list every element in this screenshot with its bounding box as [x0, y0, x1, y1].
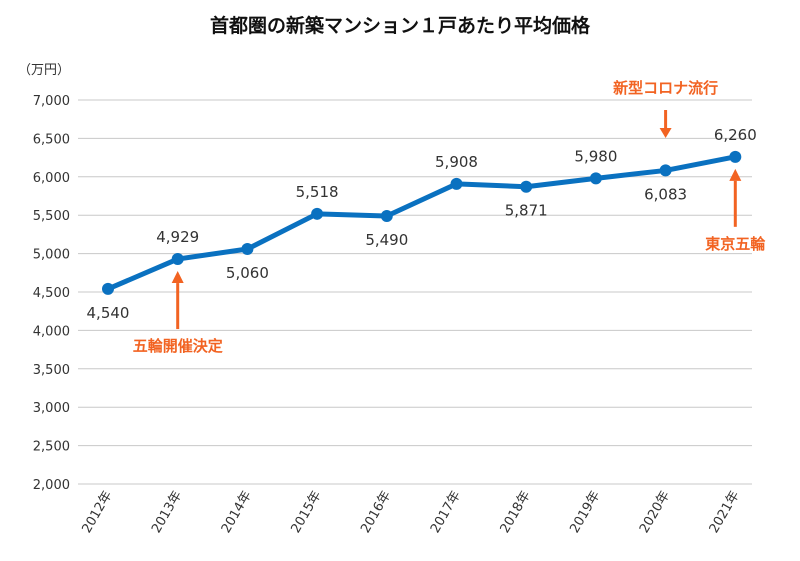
data-label: 5,490: [365, 231, 408, 249]
y-tick-label: 4,000: [33, 324, 70, 339]
data-label: 5,518: [296, 183, 339, 201]
x-tick-label: 2014年: [219, 489, 255, 536]
y-tick-label: 4,500: [33, 286, 70, 301]
y-tick-label: 5,000: [33, 248, 70, 263]
data-point: [380, 209, 393, 222]
annotation-arrowhead: [659, 128, 672, 138]
data-point: [589, 172, 602, 185]
x-tick-label: 2016年: [358, 489, 394, 536]
y-tick-label: 6,000: [33, 171, 70, 186]
y-tick-label: 3,000: [33, 401, 70, 416]
chart-title: 首都圏の新築マンション１戸あたり平均価格: [210, 14, 591, 37]
data-label: 5,980: [574, 147, 617, 165]
annotation-label: 五輪開催決定: [133, 337, 223, 355]
data-point: [450, 177, 463, 190]
data-point: [241, 242, 254, 255]
data-label: 5,871: [505, 202, 548, 220]
data-label: 4,929: [156, 228, 199, 246]
x-tick-label: 2017年: [428, 489, 464, 536]
y-axis-unit-label: （万円）: [18, 63, 70, 78]
annotation-label: 新型コロナ流行: [613, 79, 718, 97]
data-point: [102, 282, 114, 295]
x-tick-label: 2020年: [637, 489, 673, 536]
data-label: 4,540: [87, 304, 130, 322]
y-tick-label: 3,500: [33, 363, 70, 378]
data-point: [171, 253, 184, 266]
data-point: [520, 180, 533, 193]
y-tick-label: 2,000: [33, 478, 70, 493]
data-point: [659, 164, 672, 177]
data-label: 6,083: [644, 185, 687, 203]
x-tick-label: 2012年: [79, 489, 115, 536]
data-label: 5,908: [435, 153, 478, 171]
data-point: [311, 207, 324, 220]
y-tick-label: 2,500: [33, 440, 70, 455]
series-line: [107, 154, 736, 292]
annotation-arrowhead: [171, 271, 184, 284]
x-tick-label: 2013年: [149, 489, 185, 536]
y-tick-label: 6,500: [33, 132, 70, 147]
x-tick-label: 2018年: [498, 489, 534, 536]
y-tick-label: 7,000: [33, 94, 70, 109]
data-label: 5,060: [226, 264, 269, 282]
x-tick-label: 2019年: [567, 489, 603, 536]
annotation-label: 東京五輪: [705, 235, 766, 253]
annotation-arrowhead: [729, 168, 742, 181]
x-tick-label: 2021年: [707, 489, 743, 536]
data-point: [729, 150, 742, 163]
y-tick-label: 5,500: [33, 209, 70, 224]
x-tick-label: 2015年: [289, 489, 325, 536]
data-label: 6,260: [714, 126, 757, 144]
